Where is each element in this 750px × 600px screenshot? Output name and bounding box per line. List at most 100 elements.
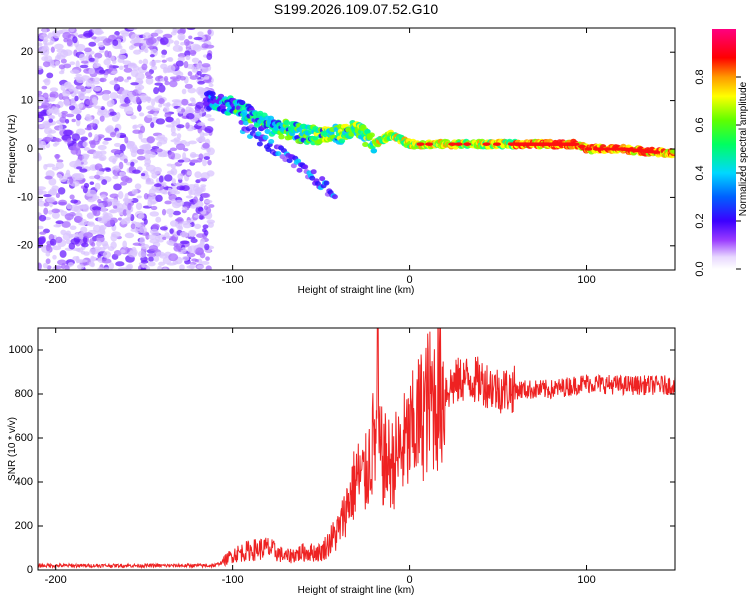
noise-blob bbox=[180, 41, 185, 46]
noise-blob bbox=[152, 107, 161, 112]
snr-plot-area bbox=[38, 328, 675, 570]
noise-blob bbox=[44, 121, 54, 126]
noise-blob bbox=[147, 114, 153, 119]
secondary-ridge-blob bbox=[268, 139, 275, 145]
noise-blob bbox=[109, 131, 117, 138]
noise-blob bbox=[144, 158, 152, 165]
noise-blob bbox=[70, 199, 79, 204]
snr-x-tick-label: 0 bbox=[407, 574, 413, 586]
noise-blob bbox=[67, 262, 74, 267]
snr-y-tick-label: 800 bbox=[15, 388, 33, 400]
noise-blob bbox=[72, 256, 79, 261]
noise-blob bbox=[38, 117, 42, 122]
noise-blob bbox=[132, 129, 142, 134]
noise-blob bbox=[84, 115, 93, 122]
noise-blob bbox=[177, 173, 184, 180]
noise-blob bbox=[140, 125, 146, 134]
noise-blob bbox=[102, 113, 111, 118]
noise-blob bbox=[109, 217, 118, 224]
spectrogram-y-tick-label: 0 bbox=[27, 143, 33, 155]
noise-blob bbox=[61, 90, 71, 97]
noise-blob bbox=[38, 236, 46, 244]
noise-blob bbox=[91, 242, 96, 247]
noise-blob bbox=[68, 84, 75, 92]
noise-blob bbox=[99, 69, 106, 74]
ridge-blob bbox=[338, 138, 346, 144]
noise-blob bbox=[75, 128, 86, 136]
colorbar: 0.0 0.2 0.4 0.6 0.8 Normalized spectral ampl… bbox=[694, 29, 749, 277]
noise-blob bbox=[54, 60, 60, 66]
noise-blob bbox=[102, 140, 109, 145]
noise-blob bbox=[110, 148, 121, 154]
noise-blob bbox=[98, 224, 107, 231]
snr-y-tick-label: 600 bbox=[15, 432, 33, 444]
noise-blob bbox=[112, 39, 119, 46]
noise-blob bbox=[127, 250, 138, 258]
noise-blob bbox=[47, 97, 56, 102]
noise-blob bbox=[201, 192, 211, 198]
noise-blob bbox=[92, 224, 102, 233]
noise-blob bbox=[136, 195, 142, 199]
noise-blob bbox=[94, 174, 101, 180]
noise-blob bbox=[123, 67, 133, 73]
noise-blob bbox=[89, 122, 96, 127]
noise-blob bbox=[172, 78, 181, 82]
noise-blob bbox=[140, 260, 149, 264]
secondary-ridge-blob bbox=[302, 164, 309, 170]
noise-blob bbox=[132, 124, 139, 129]
noise-blob bbox=[149, 54, 155, 58]
noise-blob bbox=[130, 82, 139, 86]
noise-blob bbox=[109, 209, 116, 214]
secondary-ridge-blob bbox=[256, 141, 263, 147]
noise-blob bbox=[103, 58, 111, 66]
noise-blob bbox=[141, 63, 148, 71]
noise-blob bbox=[50, 46, 55, 53]
noise-blob bbox=[178, 222, 183, 230]
noise-blob bbox=[179, 186, 185, 191]
noise-blob bbox=[95, 36, 105, 42]
noise-blob bbox=[93, 86, 102, 92]
noise-blob bbox=[41, 85, 48, 90]
ridge-blob bbox=[362, 141, 369, 148]
noise-blob bbox=[59, 176, 68, 183]
noise-blob bbox=[115, 261, 125, 267]
noise-blob bbox=[49, 38, 55, 45]
noise-blob bbox=[137, 80, 144, 84]
noise-blob bbox=[154, 82, 164, 86]
noise-blob bbox=[150, 32, 159, 37]
noise-blob bbox=[104, 50, 110, 58]
noise-blob bbox=[163, 106, 170, 114]
noise-blob bbox=[197, 206, 204, 212]
noise-blob bbox=[117, 54, 127, 60]
noise-blob bbox=[97, 42, 105, 48]
noise-blob bbox=[70, 204, 80, 212]
noise-blob bbox=[71, 109, 82, 115]
noise-blob bbox=[203, 205, 209, 211]
noise-blob bbox=[56, 159, 64, 163]
noise-blob bbox=[74, 215, 83, 223]
noise-blob bbox=[150, 205, 158, 211]
noise-blob bbox=[38, 188, 44, 196]
noise-blob bbox=[75, 85, 85, 90]
noise-blob bbox=[89, 248, 99, 255]
noise-blob bbox=[185, 195, 194, 199]
noise-blob bbox=[138, 59, 143, 65]
noise-blob bbox=[41, 101, 50, 108]
noise-blob bbox=[44, 175, 53, 180]
noise-blob bbox=[196, 70, 202, 76]
noise-blob bbox=[68, 105, 76, 111]
noise-blob bbox=[38, 65, 43, 70]
noise-blob bbox=[122, 240, 127, 249]
noise-blob bbox=[79, 204, 89, 210]
noise-blob bbox=[199, 252, 206, 259]
noise-blob bbox=[151, 98, 156, 107]
noise-blob bbox=[65, 118, 70, 124]
noise-blob bbox=[147, 37, 157, 44]
noise-blob bbox=[122, 90, 131, 95]
noise-blob bbox=[38, 96, 46, 104]
noise-blob bbox=[154, 148, 163, 153]
noise-blob bbox=[58, 70, 65, 75]
noise-blob bbox=[55, 161, 64, 170]
noise-blob bbox=[97, 144, 107, 151]
noise-blob bbox=[204, 114, 212, 118]
